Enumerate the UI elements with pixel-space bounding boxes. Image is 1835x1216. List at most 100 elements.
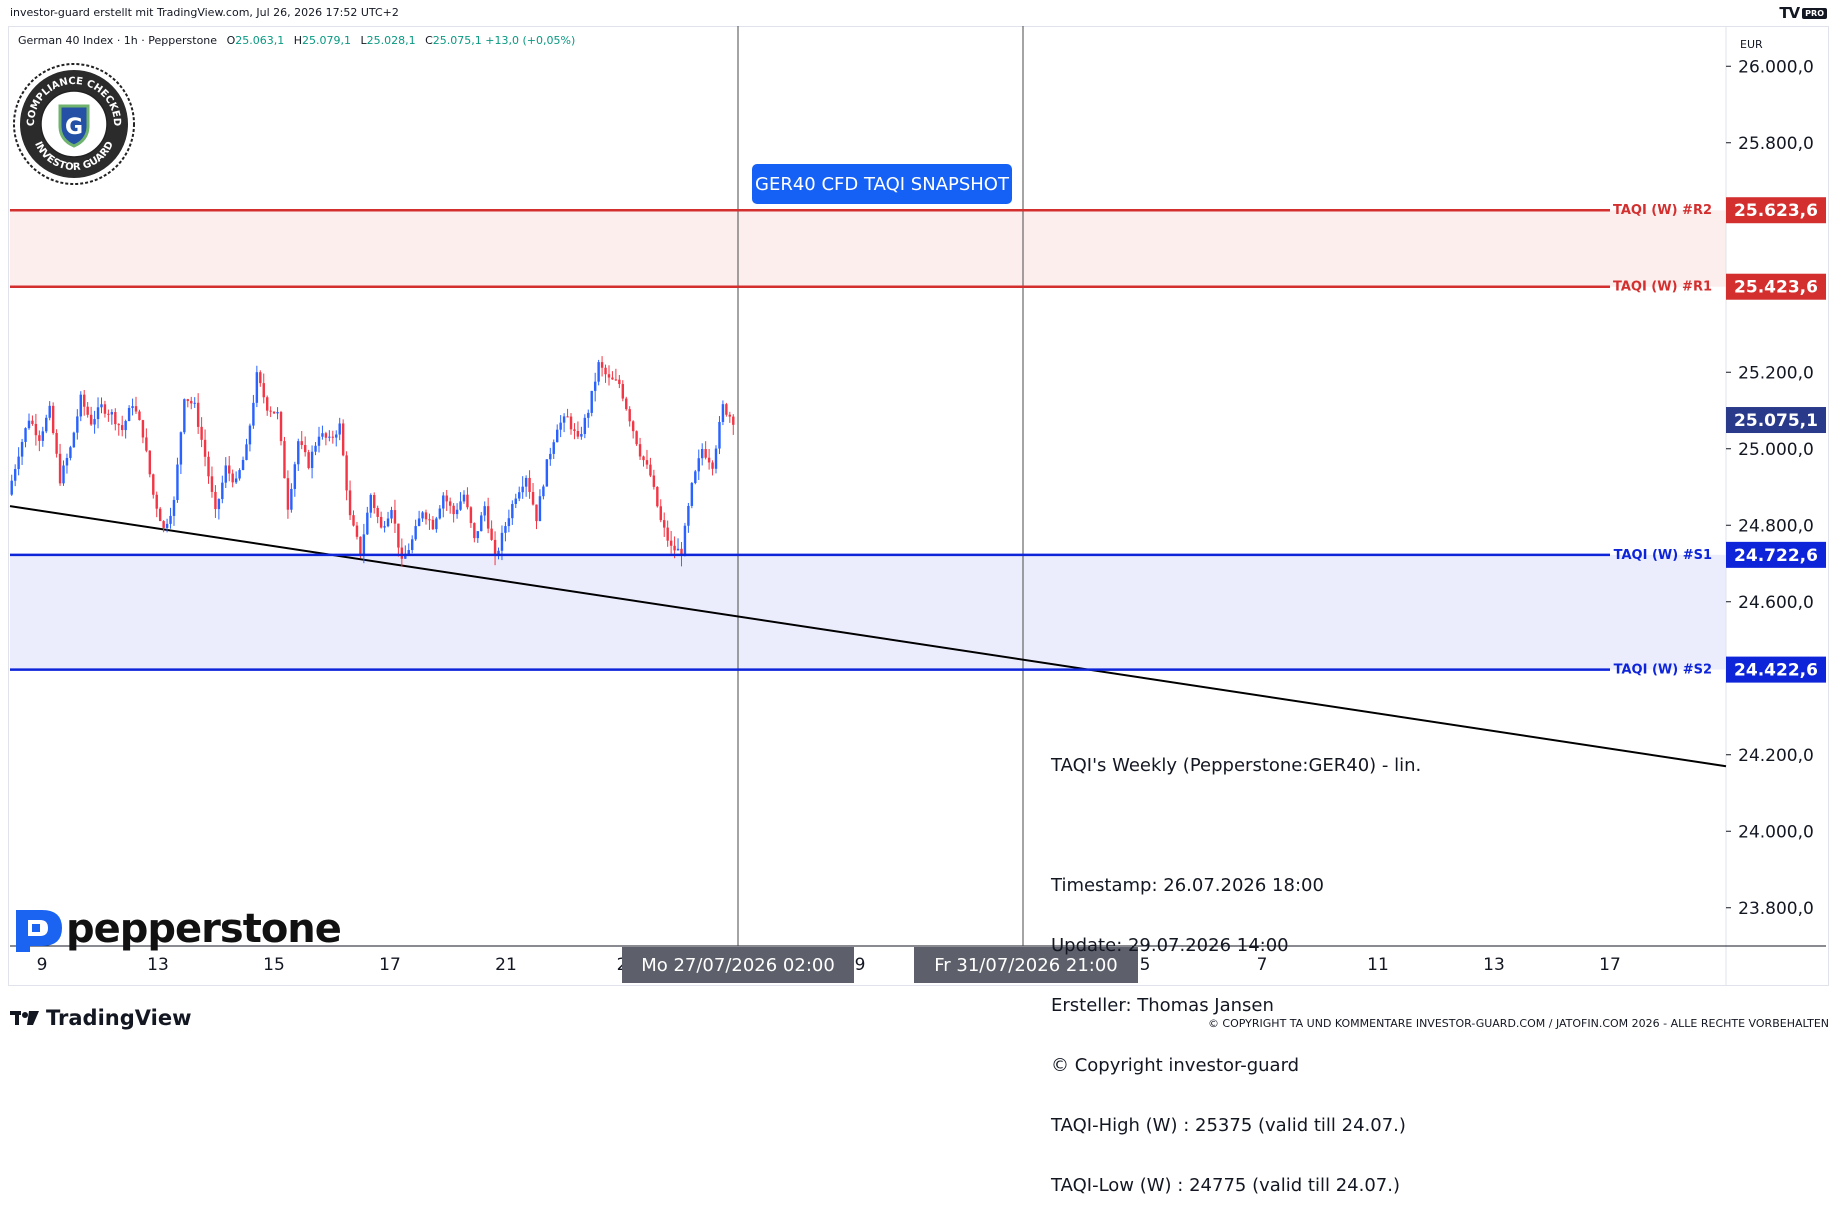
tradingview-icon: [10, 1011, 39, 1025]
candle-body: [224, 465, 227, 483]
candle-body: [452, 505, 455, 515]
candle-body: [625, 398, 628, 410]
candle-body: [583, 417, 587, 435]
chart-canvas[interactable]: TAQI (W) #R2 25.623,6 TAQI (W) #R1 25.423,6…: [0, 0, 1835, 1044]
candle-body: [124, 420, 127, 431]
crosshair-time-tag: [914, 947, 1138, 983]
candle-body: [680, 548, 683, 556]
candle-body: [459, 501, 462, 510]
info-line: TAQI-Low (W) : 24775 (valid till 24.07.): [1051, 1175, 1400, 1196]
candle-body: [276, 412, 279, 414]
low-value: 25.028,1: [366, 34, 416, 47]
candle-body: [417, 518, 421, 527]
seal-letter: G: [65, 115, 83, 140]
candle-body: [331, 436, 335, 438]
candle-body: [366, 512, 369, 535]
candle-body: [310, 451, 314, 469]
candle-body: [62, 465, 65, 484]
instrument-header: German 40 Index · 1h · Pepperstone O25.0…: [18, 34, 575, 47]
candle-body: [497, 550, 500, 556]
trend-line[interactable]: [9, 505, 1727, 768]
candle-body: [248, 425, 252, 445]
level-label: TAQI (W) #R2: [1613, 203, 1712, 218]
candle-body: [638, 444, 642, 457]
candle-body: [511, 503, 514, 519]
candle-body: [483, 506, 486, 516]
candle-body: [103, 404, 107, 414]
open-label: O: [226, 34, 236, 47]
chart-caption: investor-guard erstellt mit TradingView.…: [10, 6, 399, 19]
candle-body: [41, 431, 45, 441]
candle-body: [314, 445, 317, 452]
candle-body: [131, 406, 134, 408]
currency-label: EUR: [1740, 38, 1763, 51]
candle-body: [13, 469, 17, 481]
candle-body: [210, 476, 214, 492]
resistance-zone: [10, 210, 1726, 287]
x-tick-label: 9: [37, 955, 48, 975]
chart-frame: [8, 26, 1829, 986]
candle-body: [469, 507, 473, 524]
candle-body: [569, 416, 573, 430]
close-label: C: [425, 34, 433, 47]
candle-body: [48, 405, 51, 418]
candle-body: [214, 491, 217, 510]
instrument-name: German 40 Index · 1h · Pepperstone: [18, 34, 218, 47]
candle-body: [283, 441, 286, 479]
level-label: TAQI (W) #S2: [1614, 663, 1712, 678]
candle-body: [438, 508, 442, 519]
compliance-seal-logo: COMPLIANCE CHECKED INVESTOR GUARD G: [13, 63, 135, 185]
candle-body: [628, 409, 631, 422]
candle-body: [58, 453, 62, 484]
candle-body: [138, 411, 141, 421]
candle-body: [373, 495, 376, 508]
candle-body: [549, 453, 552, 460]
candle-body: [293, 464, 297, 489]
candle-body: [545, 459, 549, 487]
candle-body: [155, 494, 158, 509]
candle-body: [473, 523, 476, 539]
candle-body: [231, 473, 234, 483]
pepperstone-icon: [16, 910, 62, 952]
candle-body: [590, 390, 593, 413]
candle-body: [455, 509, 459, 515]
candle-body: [72, 432, 76, 448]
candle-body: [286, 478, 290, 510]
candle-body: [524, 477, 528, 487]
candle-body: [228, 465, 231, 474]
candle-body: [631, 421, 635, 432]
candle-body: [20, 441, 24, 457]
info-title: TAQI's Weekly (Pepperstone:GER40) - lin.: [1051, 755, 1422, 776]
candle-body: [221, 482, 224, 500]
candle-body: [407, 550, 410, 556]
candle-body: [566, 416, 569, 418]
candle-body: [676, 548, 680, 551]
candle-body: [279, 412, 283, 442]
candle-body: [169, 515, 172, 524]
candle-body: [559, 422, 562, 430]
candle-body: [24, 428, 27, 442]
candle-body: [504, 526, 507, 533]
candle-body: [272, 411, 276, 414]
candle-body: [176, 464, 179, 501]
info-line: Ersteller: Thomas Jansen: [1051, 995, 1274, 1016]
candle-body: [587, 412, 590, 418]
candle-body: [89, 414, 93, 425]
candle-body: [535, 504, 538, 522]
candle-body: [604, 367, 607, 375]
candle-body: [431, 519, 435, 530]
open-value: 25.063,1: [235, 34, 285, 47]
candle-body: [34, 423, 38, 436]
candle-body: [190, 400, 193, 404]
info-line: Update: 29.07.2026 14:00: [1051, 935, 1289, 956]
candle-body: [669, 540, 673, 546]
x-tick-label: 7: [1257, 955, 1268, 975]
candle-body: [421, 512, 424, 519]
candle-body: [269, 410, 272, 412]
x-tick-label: 9: [855, 955, 866, 975]
candle-body: [573, 429, 576, 431]
candle-body: [580, 434, 583, 437]
pepperstone-wordmark: pepperstone: [66, 906, 342, 952]
candle-body: [542, 486, 545, 497]
close-value: 25.075,1: [432, 34, 482, 47]
